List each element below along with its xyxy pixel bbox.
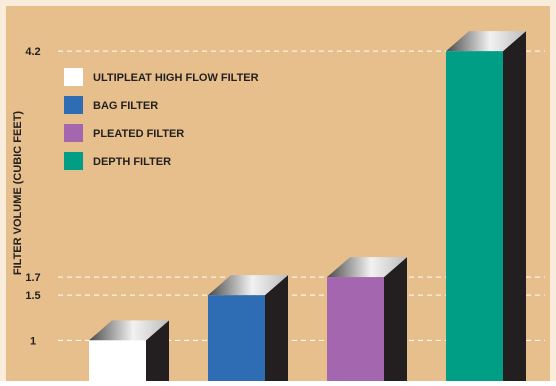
bar-top	[446, 31, 526, 52]
bars	[89, 31, 526, 382]
legend-label: PLEATED FILTER	[93, 128, 184, 140]
y-tick-labels: 1 1.5 1.7 4.2	[25, 46, 40, 347]
y-tick-label: 1.5	[25, 290, 40, 302]
bar-side	[384, 257, 407, 381]
legend: ULTIPLEAT HIGH FLOW FILTER BAG FILTER PLEA…	[64, 68, 259, 170]
legend-label: ULTIPLEAT HIGH FLOW FILTER	[93, 72, 259, 84]
legend-swatch	[64, 152, 83, 170]
legend-label: BAG FILTER	[93, 100, 158, 112]
legend-swatch	[64, 96, 83, 114]
bar	[446, 51, 503, 382]
bar	[208, 295, 265, 381]
legend-swatch	[64, 124, 83, 142]
y-axis-label: FILTER VOLUME (CUBIC FEET)	[12, 111, 24, 276]
y-tick-label: 1	[30, 335, 36, 347]
legend-label: DEPTH FILTER	[93, 156, 171, 168]
bar	[89, 340, 146, 381]
legend-swatch	[64, 68, 83, 86]
bar-side	[146, 320, 169, 381]
y-tick-label: 4.2	[25, 46, 40, 58]
y-tick-label: 1.7	[25, 272, 40, 284]
bar-top	[327, 257, 407, 278]
bar-top	[208, 275, 288, 296]
bar	[327, 277, 384, 381]
bar-top	[89, 320, 169, 341]
bar-side	[503, 31, 526, 382]
bar-side	[265, 275, 288, 381]
